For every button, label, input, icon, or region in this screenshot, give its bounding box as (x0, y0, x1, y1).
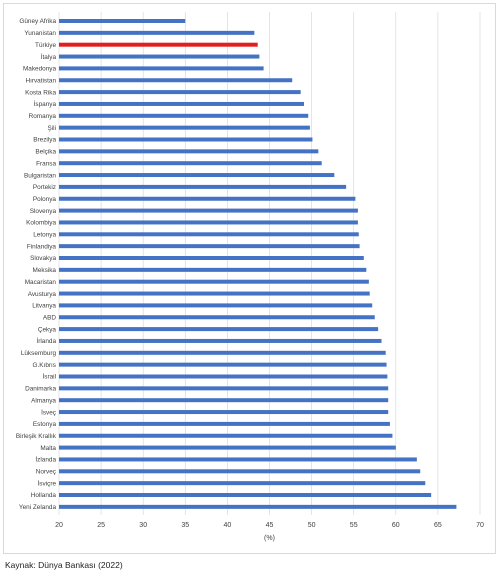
source-note: Kaynak: Dünya Bankası (2022) (5, 560, 123, 570)
bar (59, 481, 426, 486)
bar (59, 78, 293, 83)
category-label: İspanya (34, 99, 57, 108)
category-label: Estonya (33, 421, 57, 428)
bar (59, 303, 373, 308)
bar (59, 374, 388, 379)
bar (59, 386, 389, 391)
category-label: Polonya (33, 196, 57, 203)
bar (59, 42, 258, 47)
category-label: Şili (47, 125, 56, 132)
category-label: Kosta Rika (25, 89, 56, 96)
bar (59, 161, 322, 166)
category-label: Belçika (35, 149, 56, 156)
x-tick-label: 20 (55, 522, 63, 529)
bar (59, 410, 389, 415)
category-label: Lüksemburg (21, 350, 57, 357)
x-tick-label: 55 (350, 522, 358, 529)
chart-frame: Güney Afrika Yunanistan Türkiye İtalya Maked… (3, 3, 496, 554)
category-label: Meksika (33, 267, 57, 274)
bar (59, 113, 309, 118)
category-label: Çekya (38, 326, 57, 333)
bar (59, 208, 358, 213)
category-label: Avusturya (28, 291, 57, 298)
bar (59, 267, 367, 272)
category-label: G.Kıbrıs (33, 362, 56, 369)
category-label: Kolombiya (26, 220, 56, 227)
x-tick-label: 25 (97, 522, 105, 529)
category-label: Litvanya (32, 303, 56, 310)
bar (59, 279, 369, 284)
x-tick-label: 40 (224, 522, 232, 529)
bar (59, 149, 319, 154)
category-label: Slovenya (30, 208, 57, 215)
category-label: Almanya (31, 397, 56, 404)
bar (59, 137, 313, 142)
category-label: Güney Afrika (19, 18, 56, 25)
bar (59, 220, 358, 225)
x-axis-title: (%) (264, 535, 275, 542)
category-label: İzlanda (35, 455, 56, 464)
bar (59, 125, 310, 130)
x-tick-label: 60 (392, 522, 400, 529)
category-label: İsviçre (38, 478, 57, 487)
category-label: Malta (40, 445, 56, 452)
category-label: ABD (43, 314, 57, 321)
bar (59, 338, 382, 343)
x-tick-label: 30 (139, 522, 147, 529)
bar (59, 66, 264, 71)
category-label: Fransa (36, 160, 56, 167)
category-label: Makedonya (23, 66, 56, 73)
bar (59, 101, 305, 106)
bar (59, 196, 356, 201)
category-label: Yunanistan (24, 30, 56, 37)
bar (59, 457, 417, 462)
category-label: Letonya (33, 232, 56, 239)
category-label: Romanya (29, 113, 57, 120)
bar (59, 54, 260, 59)
category-label: İsveç (41, 407, 57, 416)
x-tick-label: 65 (434, 522, 442, 529)
category-label: Finlandiya (27, 243, 57, 250)
category-label: Türkiye (35, 42, 56, 49)
x-tick-label: 50 (308, 522, 316, 529)
category-label: Brezilya (33, 137, 56, 144)
bar (59, 291, 370, 296)
category-label: Macaristan (25, 279, 57, 286)
category-label: Bulgaristan (24, 172, 56, 179)
bar (59, 244, 360, 249)
bar (59, 173, 335, 178)
bar (59, 184, 347, 189)
category-label: İtalya (41, 52, 57, 61)
bar (59, 469, 421, 474)
x-tick-label: 35 (181, 522, 189, 529)
bar (59, 350, 386, 355)
bar (59, 90, 301, 95)
bar-chart: Güney Afrika Yunanistan Türkiye İtalya Maked… (16, 12, 484, 542)
bar (59, 421, 390, 426)
bar (59, 19, 186, 23)
category-label: Yeni Zelanda (19, 504, 57, 511)
bar (59, 433, 393, 438)
bar (59, 362, 387, 367)
bar (59, 445, 396, 450)
category-label: Hollanda (31, 492, 57, 499)
category-label: Birleşik Krallık (16, 433, 57, 440)
x-tick-label: 45 (266, 522, 274, 529)
x-tick-label: 70 (476, 522, 484, 529)
bar (59, 256, 364, 260)
bar (59, 493, 432, 497)
bar (59, 398, 389, 403)
bar (59, 232, 359, 237)
bar (59, 327, 379, 332)
bar (59, 315, 375, 320)
bar (59, 30, 255, 35)
category-label: Hırvatistan (25, 77, 56, 84)
category-label: Portekiz (33, 184, 56, 191)
category-label: Slovakya (30, 255, 56, 262)
category-label: Danimarka (25, 386, 56, 393)
category-label: İrlanda (36, 336, 56, 345)
bar (59, 504, 457, 509)
category-label: İsrail (43, 372, 57, 381)
category-label: Norveç (36, 469, 57, 476)
